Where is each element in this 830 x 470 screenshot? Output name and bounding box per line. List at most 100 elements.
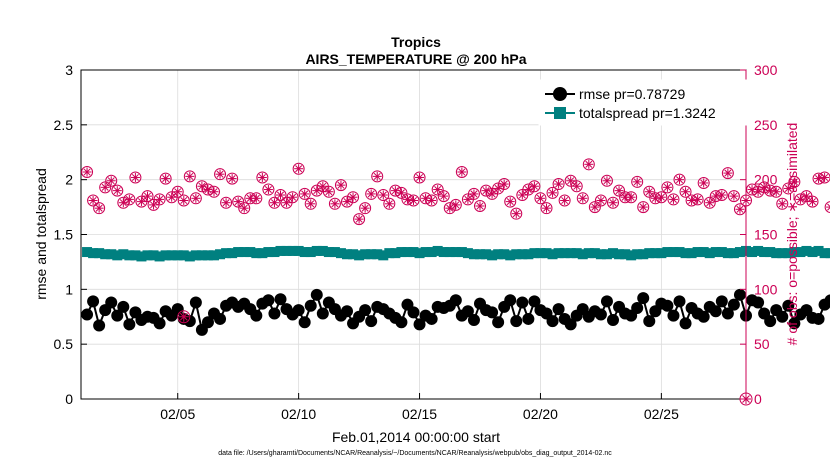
obs-point <box>298 187 311 200</box>
totalspread-point <box>747 247 758 258</box>
y-right-tick-label: 250 <box>754 117 778 133</box>
rmse-point <box>461 305 474 318</box>
obs-point <box>383 197 396 210</box>
y-left-tick-label: 2.5 <box>54 117 74 133</box>
totalspread-point <box>608 248 618 259</box>
totalspread-point <box>317 245 328 256</box>
totalspread-point <box>311 245 322 256</box>
legend: rmse pr=0.78729 totalspread pr=1.3242 <box>538 79 749 126</box>
obs-highlight-point <box>177 310 191 324</box>
rmse-point <box>673 295 686 308</box>
totalspread-point <box>638 249 649 260</box>
totalspread-point <box>136 251 147 262</box>
rmse-point <box>292 304 305 317</box>
obs-point <box>788 175 801 188</box>
obs-point <box>371 170 384 183</box>
rmse-point <box>522 312 535 325</box>
totalspread-point <box>493 249 504 260</box>
totalspread-point <box>716 247 727 258</box>
rmse-point <box>715 295 728 308</box>
obs-point <box>322 185 335 198</box>
rmse-point <box>776 310 789 323</box>
totalspread-point <box>420 247 431 258</box>
totalspread-point <box>378 250 389 261</box>
obs-point <box>552 178 565 191</box>
obs-point <box>600 174 613 187</box>
totalspread-point <box>293 245 304 256</box>
obs-point <box>226 172 239 185</box>
totalspread-point <box>438 247 449 258</box>
totalspread-point <box>221 248 232 259</box>
obs-point <box>528 180 541 193</box>
rmse-point <box>504 294 517 307</box>
totalspread-point <box>704 248 715 259</box>
obs-point <box>800 190 813 203</box>
totalspread-point <box>819 248 830 259</box>
y-left-tick-label: 0 <box>65 391 73 407</box>
obs-point <box>776 197 789 210</box>
rmse-point <box>600 295 613 308</box>
totalspread-point <box>233 247 244 258</box>
obs-point <box>214 168 227 181</box>
totalspread-point <box>88 248 99 259</box>
totalspread-point <box>329 247 340 258</box>
rmse-point <box>93 319 106 332</box>
totalspread-point <box>348 249 359 260</box>
legend-label-totalspread: totalspread pr=1.3242 <box>579 105 716 121</box>
totalspread-point <box>172 250 183 261</box>
totalspread-point <box>529 248 540 259</box>
legend-box <box>538 79 749 126</box>
obs-point <box>195 180 208 193</box>
totalspread-point <box>190 250 201 261</box>
obs-point <box>522 183 535 196</box>
totalspread-point <box>674 247 685 258</box>
obs-point <box>437 190 450 203</box>
totalspread-point <box>595 249 606 260</box>
totalspread-point <box>124 250 135 261</box>
obs-point <box>310 184 323 197</box>
obs-point <box>141 190 154 203</box>
rmse-point <box>105 296 118 309</box>
rmse-point <box>594 308 607 321</box>
totalspread-point <box>589 248 600 259</box>
rmse-point <box>721 307 734 320</box>
y-left-tick-label: 2 <box>65 172 73 188</box>
x-tick-label: 02/15 <box>402 406 437 422</box>
totalspread-point <box>450 247 461 258</box>
x-tick-label: 02/10 <box>281 406 316 422</box>
rmse-point <box>316 307 329 320</box>
rmse-point <box>492 316 505 329</box>
obs-point <box>516 189 529 202</box>
obs-point <box>220 196 233 209</box>
totalspread-point <box>728 248 739 259</box>
totalspread-point <box>734 247 745 258</box>
obs-point <box>105 174 118 187</box>
rmse-point <box>341 305 353 318</box>
obs-point <box>413 171 426 184</box>
obs-point <box>486 187 499 200</box>
rmse-point <box>782 299 795 312</box>
x-tick-label: 02/05 <box>160 406 195 422</box>
obs-point <box>643 185 656 198</box>
totalspread-point <box>154 251 165 262</box>
totalspread-point <box>559 248 570 259</box>
totalspread-point <box>263 247 274 258</box>
rmse-point <box>528 295 541 308</box>
obs-point <box>510 207 523 220</box>
y-left-tick-label: 3 <box>65 62 73 78</box>
obs-point <box>727 190 740 203</box>
y-left-tick-label: 1.5 <box>54 227 74 243</box>
obs-point <box>250 192 263 205</box>
rmse-point <box>812 312 825 325</box>
rmse-point <box>661 299 674 312</box>
rmse-point <box>304 299 317 312</box>
totalspread-point <box>759 247 770 258</box>
obs-point <box>365 187 378 200</box>
obs-point <box>153 193 166 206</box>
obs-point <box>824 201 830 214</box>
rmse-point <box>268 307 281 320</box>
rmse-point <box>298 316 311 329</box>
totalspread-point <box>777 248 788 259</box>
totalspread-point <box>402 247 413 258</box>
obs-point <box>534 192 547 205</box>
